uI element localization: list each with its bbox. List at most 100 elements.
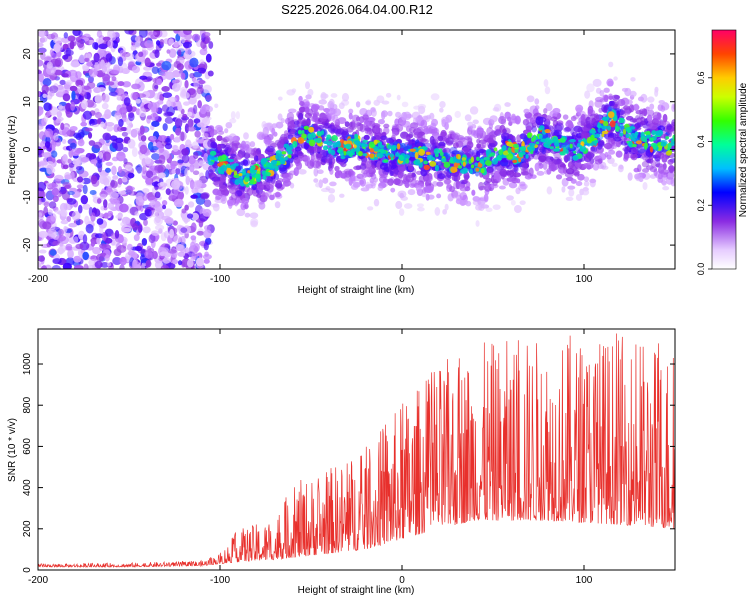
heatmap-cell (436, 193, 442, 199)
heatmap-cell (523, 108, 530, 114)
heatmap-cell (311, 103, 320, 111)
heatmap-cell (341, 92, 350, 102)
heatmap-cell (213, 180, 223, 187)
heatmap-cell-core (245, 172, 250, 178)
heatmap-cell (180, 235, 186, 245)
heatmap-cell (565, 135, 575, 141)
heatmap-cell (370, 107, 377, 113)
heatmap-cell (278, 136, 288, 145)
heatmap-cell (93, 52, 100, 63)
heatmap-cell (164, 143, 173, 150)
heatmap-cell (592, 162, 600, 171)
heatmap-cell (402, 120, 411, 128)
heatmap-cell-core (452, 155, 457, 163)
heatmap-cell (75, 243, 84, 250)
heatmap-cell (671, 103, 675, 112)
heatmap-cell (70, 101, 76, 111)
heatmap-cell (552, 156, 560, 165)
heatmap-cell-core (423, 160, 429, 165)
heatmap-cell (202, 208, 212, 217)
heatmap-cell (293, 120, 300, 126)
heatmap-cell (171, 169, 176, 175)
heatmap-cell (155, 40, 161, 46)
heatmap-cell (241, 197, 250, 204)
heatmap-cell (608, 132, 617, 138)
heatmap-cell (51, 187, 60, 196)
heatmap-cell-core (297, 129, 302, 135)
heatmap-cell (77, 138, 85, 147)
heatmap-cell (181, 148, 189, 156)
heatmap-cell-core (572, 155, 579, 161)
heatmap-cell (118, 203, 129, 213)
heatmap-cell (69, 40, 75, 50)
heatmap-cell (487, 143, 493, 150)
heatmap-cell (437, 173, 446, 180)
heatmap-cell-core (579, 145, 583, 152)
heatmap-cell (77, 84, 83, 94)
heatmap-cell (182, 113, 188, 119)
heatmap-cell (126, 243, 133, 251)
heatmap-cell (597, 163, 604, 170)
heatmap-cell-core (651, 130, 657, 136)
heatmap-cell (162, 257, 171, 264)
heatmap-cell (186, 111, 193, 117)
heatmap-cell (228, 186, 237, 194)
heatmap-cell-core (559, 137, 566, 143)
heatmap-cell (289, 182, 295, 189)
heatmap-cell (575, 194, 583, 202)
heatmap-cell (526, 95, 535, 103)
heatmap-cell (544, 155, 554, 163)
heatmap-cell (365, 161, 372, 169)
heatmap-cell (220, 195, 227, 205)
heatmap-cell (165, 137, 171, 143)
heatmap-cell (492, 204, 501, 211)
heatmap-cell (151, 120, 160, 127)
heatmap-cell (180, 91, 190, 99)
heatmap-cell (62, 43, 69, 50)
heatmap-cell (351, 121, 360, 128)
heatmap-cell (403, 203, 413, 209)
heatmap-cell (39, 190, 46, 199)
heatmap-cell (323, 122, 330, 130)
heatmap-cell (98, 43, 108, 50)
heatmap-cell (103, 151, 111, 161)
heatmap-cell (492, 178, 498, 187)
heatmap-cell (488, 142, 496, 151)
heatmap-cell (117, 234, 124, 244)
heatmap-cell (48, 201, 57, 209)
heatmap-cell (657, 166, 665, 174)
heatmap-cell (132, 222, 139, 231)
heatmap-cell (499, 169, 508, 177)
heatmap-cell (623, 105, 631, 111)
heatmap-cell (274, 201, 281, 209)
heatmap-cell (565, 168, 575, 175)
heatmap-cell (38, 255, 45, 262)
heatmap-cell (114, 141, 124, 152)
heatmap-x-tick-label: 100 (576, 274, 593, 285)
heatmap-cell (184, 167, 189, 178)
heatmap-cell-core (535, 141, 540, 145)
heatmap-cell-core (672, 134, 675, 141)
heatmap-y-tick-label: 20 (22, 48, 33, 60)
heatmap-cell (97, 87, 106, 92)
heatmap-cell (161, 200, 168, 206)
heatmap-cell-core (238, 173, 243, 177)
heatmap-cell (320, 93, 329, 99)
heatmap-cell (373, 177, 378, 183)
heatmap-cell (176, 63, 184, 71)
heatmap-cell (646, 109, 655, 117)
heatmap-cell (470, 129, 477, 136)
heatmap-cell (379, 162, 389, 170)
heatmap-cell (277, 177, 284, 183)
heatmap-cell (39, 161, 48, 166)
heatmap-cell (430, 122, 437, 130)
heatmap-cell (99, 243, 107, 249)
heatmap-cell (397, 171, 404, 179)
heatmap-cell (83, 263, 89, 269)
heatmap-cell (74, 71, 82, 79)
heatmap-cell-core (345, 143, 352, 150)
heatmap-y-tick-label: 10 (22, 96, 33, 108)
heatmap-cell-core (512, 159, 518, 164)
heatmap-cell (196, 86, 204, 95)
heatmap-cell (307, 146, 314, 154)
